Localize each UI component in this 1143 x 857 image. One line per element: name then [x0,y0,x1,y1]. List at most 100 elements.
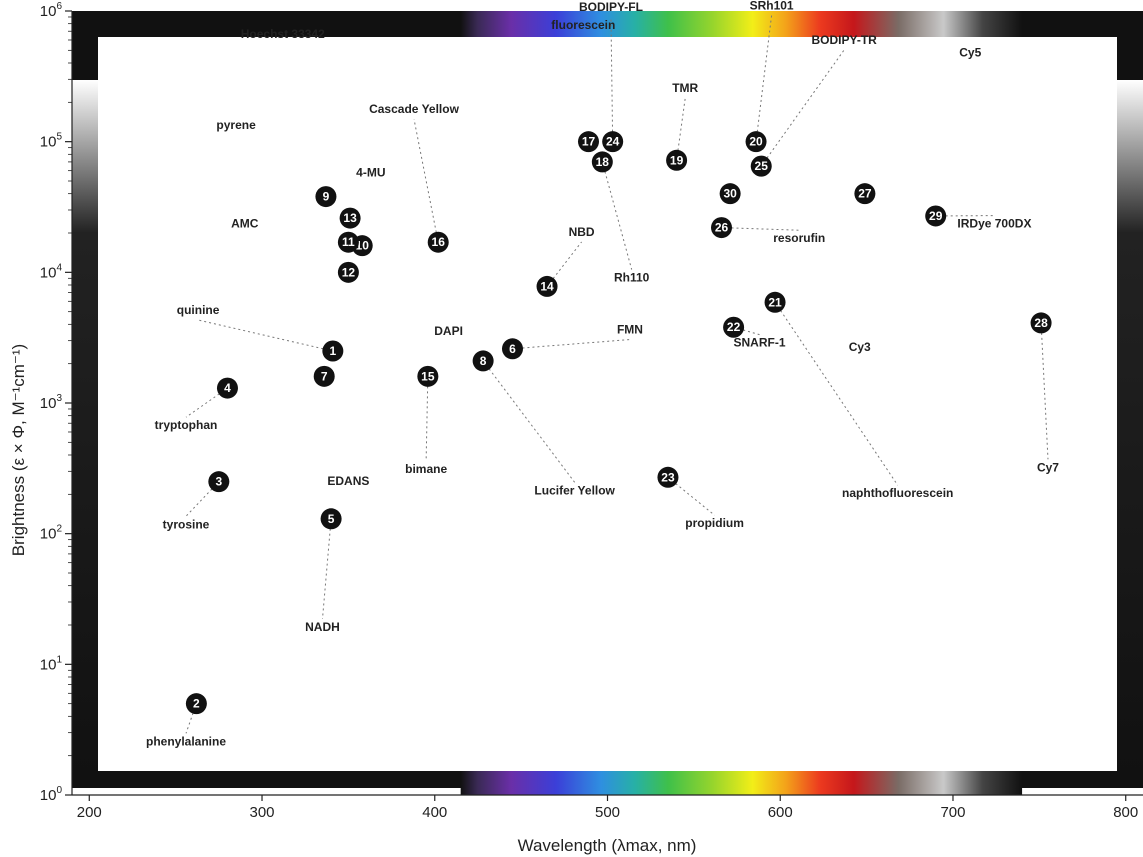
molecule-label: EDANS [327,474,369,488]
data-point-number: 20 [749,135,763,149]
x-axis-ticks: 200 300 400 500 600 700 800 [77,795,1138,821]
molecule-label: DAPI [434,324,463,338]
data-point-marker [185,693,207,715]
data-point-number: 28 [1034,316,1048,330]
molecule-label: IRDye 700DX [957,217,1031,231]
data-point-15: 15 [417,365,439,387]
connector-line [760,49,845,167]
molecule-label: BODIPY-FL [579,0,643,14]
data-point-marker [750,155,772,177]
molecule-label: Cy5 [959,45,981,59]
connector-line [185,387,228,418]
molecule-label: Rh110 [614,271,650,285]
data-point-28: 28 [1030,312,1052,334]
data-point-number: 14 [540,279,554,293]
molecule-label: tyrosine [163,517,210,531]
data-point-number: 19 [670,153,684,167]
data-point-number: 24 [606,135,620,149]
data-point-1: 1 [322,340,344,362]
data-point-marker [764,291,786,313]
data-point-marker [577,131,599,153]
data-point-marker [472,350,494,372]
spectrum-bar-bottom [460,771,1023,795]
data-point-marker [711,217,733,239]
data-point-marker [339,207,361,229]
data-point-number: 7 [321,369,328,383]
data-point-number: 1 [329,344,336,358]
molecule-label: bimane [405,462,447,476]
data-point-20: 20 [745,131,767,153]
y-tick-label: 103 [40,393,63,412]
molecule-label: phenylalanine [146,734,226,748]
y-tick-label: 101 [40,654,63,673]
data-point-marker [313,365,335,387]
molecule-label: Cy7 [1037,460,1059,474]
molecule-label: resorufin [773,231,825,245]
data-point-number: 9 [323,190,330,204]
data-point-number: 3 [215,475,222,489]
connector-line [482,360,576,483]
x-tick-label: 600 [768,804,793,821]
x-tick-label: 400 [422,804,447,821]
data-point-23: 23 [657,466,679,488]
data-point-number: 4 [224,381,231,395]
y-tick-label: 105 [40,132,63,151]
data-point-number: 13 [343,211,357,225]
data-point-19: 19 [666,149,688,171]
data-point-marker [208,471,230,493]
molecule-label: 4-MU [356,166,385,180]
data-point-27: 27 [854,183,876,205]
molecule-label: AMC [231,217,259,231]
molecule-label: SNARF-1 [734,336,786,350]
data-point-marker [925,205,947,227]
data-point-number: 16 [432,235,446,249]
data-point-number: 8 [480,354,487,368]
connector-line [774,301,899,486]
molecule-label: Cy3 [849,340,871,354]
data-point-11: 11 [337,231,359,253]
data-point-marker [315,186,337,208]
data-point-16: 16 [427,231,449,253]
data-point-marker [745,131,767,153]
connector-line [755,15,773,142]
data-point-marker [337,261,359,283]
data-point-number: 2 [193,697,200,711]
side-gradient-left [72,80,98,775]
molecule-label: quinine [177,303,220,317]
molecule-label: Lucifer Yellow [534,483,615,497]
data-point-marker [501,338,523,360]
data-point-number: 29 [929,209,943,223]
data-point-number: 12 [342,265,356,279]
data-point-number: 30 [723,187,737,201]
molecule-label: NBD [569,225,595,239]
data-point-30: 30 [719,183,741,205]
data-point-7: 7 [313,365,335,387]
molecule-label: pyrene [216,118,256,132]
data-point-24: 24 [602,131,624,153]
data-point-3: 3 [208,471,230,493]
y-axis-label: Brightness (ε × Φ, M⁻¹cm⁻¹) [9,344,28,556]
data-point-22: 22 [723,316,745,338]
side-gradient-right [1117,80,1143,775]
connector-line [601,161,633,270]
data-point-25: 25 [750,155,772,177]
data-point-marker [719,183,741,205]
connector-line [425,376,429,462]
data-point-number: 18 [596,155,610,169]
data-point-number: 25 [755,159,769,173]
data-point-26: 26 [711,217,733,239]
data-point-21: 21 [764,291,786,313]
data-point-marker [216,377,238,399]
molecule-label: Hoechst 33342 [241,27,325,41]
data-point-13: 13 [339,207,361,229]
x-tick-label: 700 [940,804,965,821]
spectrum-bar-top [460,11,1023,37]
data-point-29: 29 [925,205,947,227]
molecule-label: FMN [617,323,643,337]
data-point-5: 5 [320,508,342,530]
y-tick-label: 104 [40,262,63,281]
molecule-label: BODIPY-TR [811,33,877,47]
data-point-number: 26 [715,221,729,235]
data-point-17: 17 [577,131,599,153]
